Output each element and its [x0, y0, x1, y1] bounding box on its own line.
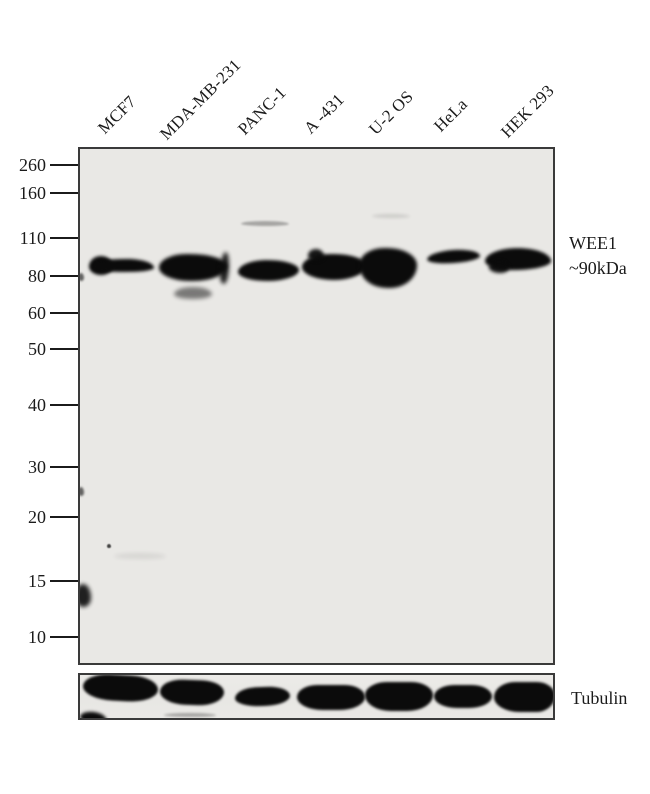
blot-artifact-edge-nub-80 — [80, 273, 84, 281]
lane-label-mcf7: MCF7 — [94, 91, 140, 138]
blot-artifact-edge-nub-25 — [80, 487, 84, 496]
band-tubulin-a-431 — [297, 685, 365, 710]
band-wee1-mda-mb-231 — [218, 251, 231, 285]
mw-label-60: 60 — [28, 303, 46, 323]
mw-tick-80 — [50, 275, 79, 277]
loading-control-label: Tubulin — [571, 688, 628, 708]
mw-tick-15 — [50, 580, 79, 582]
band-tubulin-corner-blob — [80, 710, 108, 718]
blot-artifact-smear-above-u2os — [372, 214, 410, 218]
band-wee1-panc-1 — [237, 259, 300, 282]
mw-label-10: 10 — [28, 627, 46, 647]
mw-tick-260 — [50, 164, 79, 166]
mw-label-160: 160 — [19, 183, 46, 203]
blot-artifact-faint-streak — [114, 553, 166, 559]
control-blot-panel — [78, 673, 555, 720]
lane-label-hek-293: HEK 293 — [497, 80, 558, 142]
mw-label-260: 260 — [19, 155, 46, 175]
band-tubulin-hek-293 — [494, 682, 553, 712]
band-wee1-u-2-os — [360, 248, 417, 288]
lane-label-hela: HeLa — [430, 94, 472, 136]
target-protein-mw: ~90kDa — [569, 258, 627, 278]
blot-artifact-speck — [107, 544, 111, 548]
mw-label-50: 50 — [28, 339, 46, 359]
mw-label-80: 80 — [28, 266, 46, 286]
mw-tick-20 — [50, 516, 79, 518]
main-blot-panel — [78, 147, 555, 665]
mw-label-40: 40 — [28, 395, 46, 415]
mw-tick-160 — [50, 192, 79, 194]
band-tubulin-panc-1 — [234, 686, 291, 707]
lane-label-panc-1: PANC-1 — [234, 82, 290, 139]
mw-label-30: 30 — [28, 457, 46, 477]
mw-tick-50 — [50, 348, 79, 350]
mw-label-20: 20 — [28, 507, 46, 527]
band-wee1-a-431 — [308, 249, 324, 261]
lane-label-mda-mb-231: MDA-MB-231 — [156, 55, 245, 144]
lane-label-u-2-os: U-2 OS — [365, 86, 417, 139]
blot-artifact-edge-blob-15 — [80, 584, 91, 607]
lane-label-a-431: A -431 — [300, 89, 348, 138]
band-tubulin-hela — [434, 685, 492, 708]
band-wee1-hela — [426, 248, 481, 265]
mw-tick-30 — [50, 466, 79, 468]
mw-tick-40 — [50, 404, 79, 406]
mw-tick-10 — [50, 636, 79, 638]
band-tubulin-u-2-os — [365, 682, 433, 711]
mw-label-15: 15 — [28, 571, 46, 591]
band-wee1-mcf7 — [91, 258, 155, 273]
mw-tick-60 — [50, 312, 79, 314]
band-tubulin-mda-mb-231 — [164, 713, 216, 717]
band-wee1-hek-293 — [489, 261, 509, 273]
band-tubulin-mda-mb-231 — [159, 678, 225, 707]
blot-artifact-smear-above-panc1 — [241, 221, 289, 226]
target-protein-annotation: WEE1 ~90kDa — [569, 231, 627, 281]
mw-tick-110 — [50, 237, 79, 239]
band-wee1-mda-mb-231 — [174, 287, 212, 299]
mw-label-110: 110 — [19, 228, 46, 248]
target-protein-name: WEE1 — [569, 233, 617, 253]
band-tubulin-mcf7 — [82, 675, 159, 703]
band-wee1-mda-mb-231 — [159, 254, 227, 281]
